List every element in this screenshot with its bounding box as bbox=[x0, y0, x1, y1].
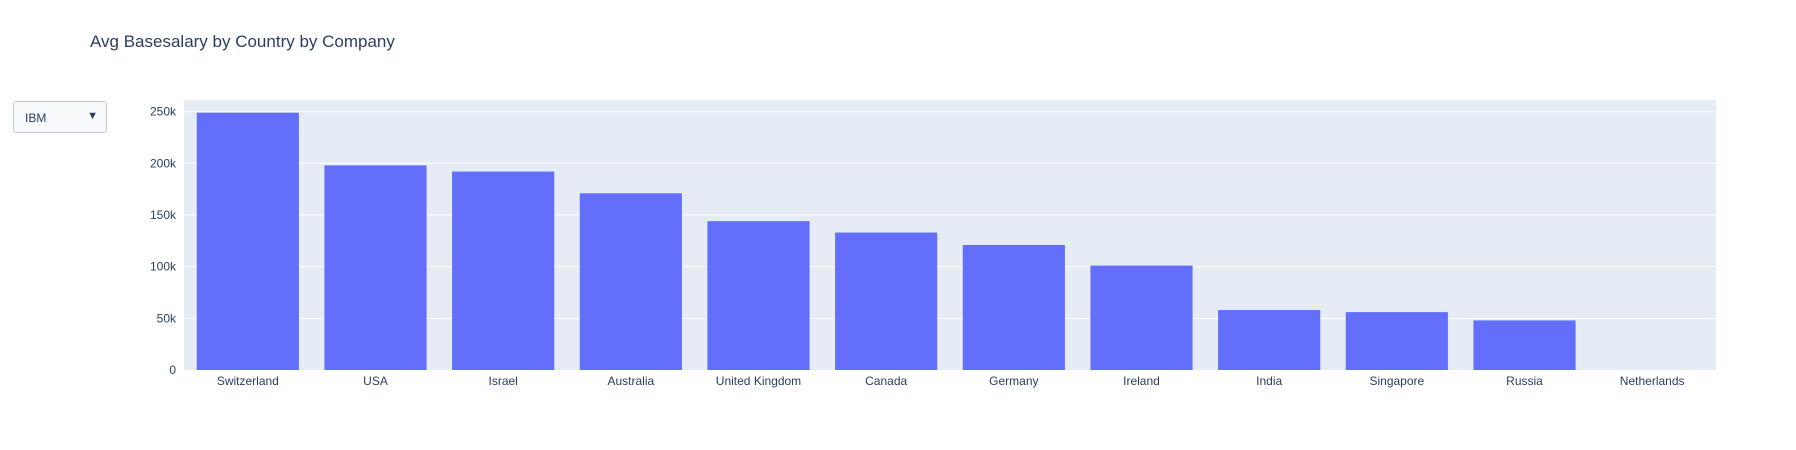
x-tick-label: Netherlands bbox=[1620, 374, 1685, 388]
x-tick-label: Israel bbox=[488, 374, 517, 388]
x-tick-label: Switzerland bbox=[217, 374, 279, 388]
caret-down-icon: ▼ bbox=[87, 110, 98, 122]
bar bbox=[962, 244, 1065, 370]
y-tick-label: 50k bbox=[157, 311, 177, 325]
bar bbox=[1218, 310, 1321, 370]
bar bbox=[452, 171, 555, 370]
y-tick-label: 200k bbox=[150, 156, 177, 170]
chart-title: Avg Basesalary by Country by Company bbox=[90, 32, 395, 51]
y-tick-label: 0 bbox=[169, 363, 176, 377]
bar bbox=[1473, 320, 1576, 370]
bar bbox=[835, 232, 938, 370]
x-tick-label: Canada bbox=[865, 374, 907, 388]
bar bbox=[324, 165, 427, 370]
x-tick-label: Singapore bbox=[1369, 374, 1424, 388]
x-tick-label: United Kingdom bbox=[716, 374, 801, 388]
x-tick-label: Ireland bbox=[1123, 374, 1160, 388]
x-tick-label: Germany bbox=[989, 374, 1038, 388]
plot-area bbox=[184, 100, 1716, 370]
bar bbox=[707, 221, 810, 370]
y-tick-label: 250k bbox=[150, 105, 177, 119]
bar bbox=[196, 112, 299, 371]
dropdown-selected-value: IBM bbox=[25, 111, 47, 125]
y-tick-label: 150k bbox=[150, 208, 177, 222]
x-tick-label: USA bbox=[363, 374, 388, 388]
x-tick-label: Russia bbox=[1506, 374, 1543, 388]
bar bbox=[1345, 312, 1448, 370]
bar bbox=[579, 193, 682, 370]
x-tick-label: Australia bbox=[607, 374, 654, 388]
x-tick-label: India bbox=[1256, 374, 1282, 388]
company-dropdown[interactable]: IBM ▼ bbox=[13, 101, 107, 133]
y-tick-label: 100k bbox=[150, 260, 177, 274]
bar bbox=[1090, 265, 1193, 370]
